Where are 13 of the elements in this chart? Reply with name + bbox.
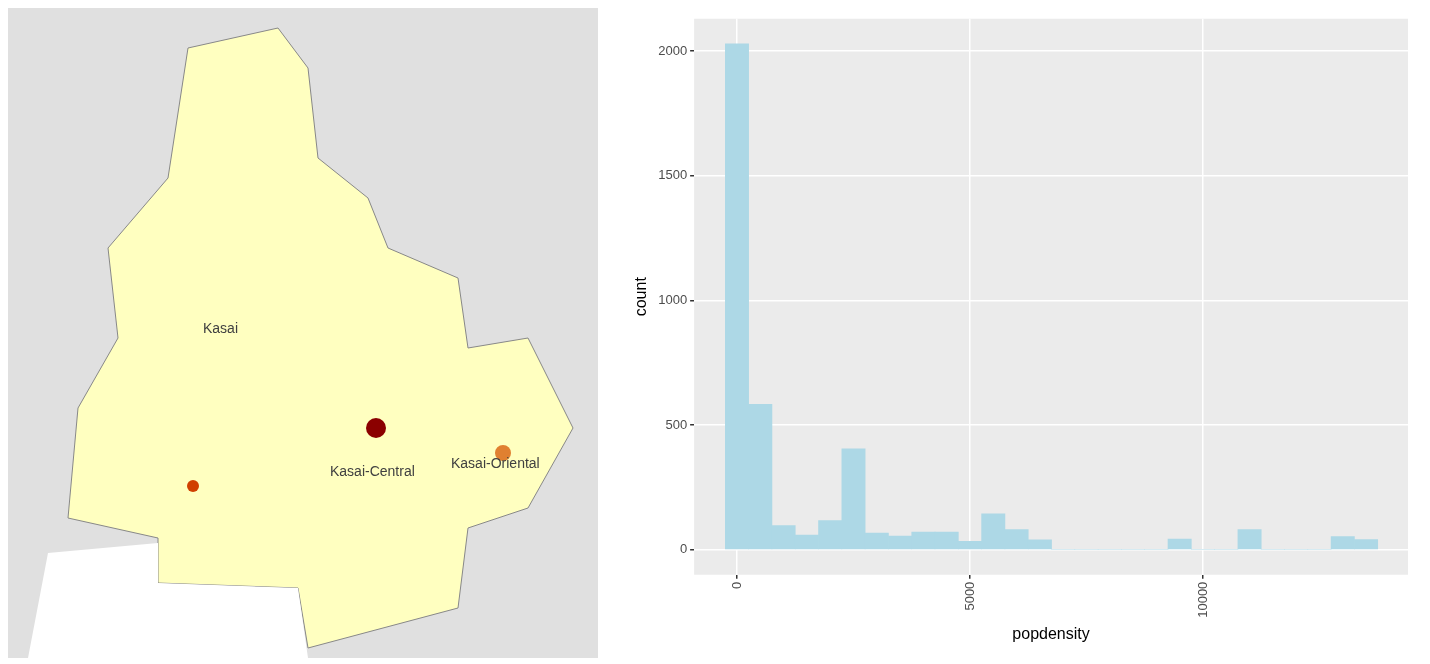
x-tick-label: 5000 xyxy=(961,581,977,611)
y-tick-label: 500 xyxy=(665,416,688,432)
text: Kasai-Central xyxy=(330,463,415,479)
x-tick-label: 0 xyxy=(728,581,744,589)
y-tick-label: 1000 xyxy=(658,292,688,308)
y-tick-label: 0 xyxy=(679,541,688,557)
x-axis-title: popdensity xyxy=(1012,624,1090,642)
text: Kasai xyxy=(203,320,239,336)
y-tick-label: 2000 xyxy=(658,42,688,58)
y-tick-label: 1500 xyxy=(658,167,688,183)
text: Kasai-Oriental xyxy=(451,455,540,471)
x-tick-label: 10000 xyxy=(1194,581,1210,618)
y-axis-title: count xyxy=(632,276,650,317)
